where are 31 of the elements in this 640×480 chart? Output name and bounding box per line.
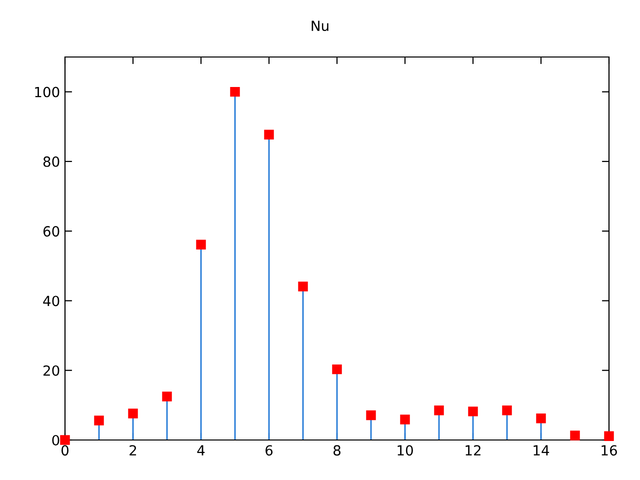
x-tick-label: 8 (334, 445, 340, 456)
point (536, 414, 546, 424)
x-tick-label: 16 (602, 445, 617, 456)
point (400, 414, 410, 424)
point (298, 282, 308, 292)
point (162, 392, 172, 402)
point (94, 416, 104, 426)
point (128, 408, 138, 418)
x-tick-label: 0 (61, 445, 68, 456)
y-tick-label: 0 (52, 434, 60, 446)
x-tick-label: 14 (534, 445, 550, 456)
x-tick-label: 12 (466, 445, 480, 456)
point (434, 406, 444, 416)
y-tick-label: 60 (43, 226, 60, 237)
chart-title: Nu (312, 20, 328, 32)
point (196, 240, 206, 250)
x-tick-label: 4 (197, 445, 205, 456)
y-tick-label: 80 (43, 156, 60, 167)
x-tick-label: 6 (266, 445, 273, 456)
point (502, 406, 512, 416)
point (230, 86, 240, 97)
y-tick-label: 100 (35, 86, 60, 98)
point (264, 130, 274, 140)
x-tick-label: 10 (398, 445, 413, 456)
point (332, 364, 342, 374)
point (366, 410, 376, 420)
y-tick-label: 20 (43, 365, 60, 376)
x-tick-label: 2 (130, 445, 136, 456)
y-tick-label: 40 (43, 296, 60, 306)
point (468, 406, 478, 416)
point (570, 430, 580, 440)
